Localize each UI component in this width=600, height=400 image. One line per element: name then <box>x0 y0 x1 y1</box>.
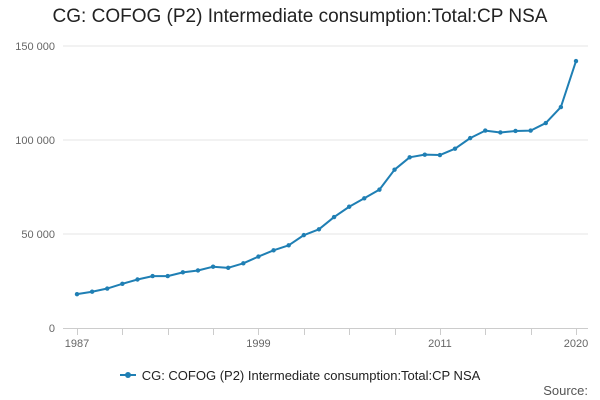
data-point[interactable] <box>331 214 337 220</box>
series-group <box>74 58 579 297</box>
data-point[interactable] <box>271 248 276 253</box>
data-point[interactable] <box>437 152 443 158</box>
x-tick-label: 2011 <box>428 338 452 350</box>
gridlines <box>63 45 588 235</box>
data-point[interactable] <box>180 270 186 275</box>
data-point[interactable] <box>120 281 125 287</box>
data-point[interactable] <box>422 152 427 157</box>
data-point[interactable] <box>407 155 412 160</box>
x-tick-label: 1999 <box>246 338 270 350</box>
data-point[interactable] <box>210 264 216 269</box>
y-tick-label: 0 <box>49 323 55 335</box>
data-point[interactable] <box>452 146 458 151</box>
data-point[interactable] <box>226 265 231 271</box>
data-point[interactable] <box>150 273 155 279</box>
series-line <box>76 60 577 296</box>
y-axis-ticks: 0 50 000 100 000 150 000 <box>15 41 55 335</box>
data-point[interactable] <box>105 286 110 291</box>
legend: CG: COFOG (P2) Intermediate consumption:… <box>0 364 600 383</box>
data-point[interactable] <box>316 227 322 232</box>
data-point[interactable] <box>241 261 246 266</box>
x-axis: 1987 1999 2011 2020 <box>63 328 588 350</box>
data-point[interactable] <box>74 291 80 297</box>
data-point[interactable] <box>573 58 579 64</box>
legend-label: CG: COFOG (P2) Intermediate consumption:… <box>141 367 481 383</box>
data-point[interactable] <box>195 268 201 273</box>
data-point[interactable] <box>301 232 307 238</box>
data-point[interactable] <box>483 128 488 133</box>
y-tick-label: 100 000 <box>15 135 55 147</box>
data-point[interactable] <box>256 254 261 259</box>
x-tick-label: 2020 <box>564 338 588 350</box>
y-tick-label: 50 000 <box>21 229 55 241</box>
data-point[interactable] <box>346 204 352 209</box>
x-tick-label: 1987 <box>65 338 89 350</box>
data-point[interactable] <box>392 167 397 172</box>
source-label: Source: <box>543 383 588 398</box>
data-point[interactable] <box>543 120 548 126</box>
legend-swatch <box>119 372 136 378</box>
data-point[interactable] <box>135 277 140 282</box>
chart-title: CG: COFOG (P2) Intermediate consumption:… <box>52 6 548 27</box>
data-point[interactable] <box>513 128 518 134</box>
data-point[interactable] <box>89 289 95 294</box>
data-point[interactable] <box>467 135 473 141</box>
data-point[interactable] <box>528 128 533 133</box>
data-point[interactable] <box>498 130 503 135</box>
legend-marker <box>124 372 131 378</box>
data-point[interactable] <box>165 273 170 279</box>
data-point[interactable] <box>362 196 367 201</box>
data-point[interactable] <box>286 243 291 248</box>
y-tick-label: 150 000 <box>15 41 55 53</box>
data-point[interactable] <box>377 187 382 192</box>
data-point[interactable] <box>558 104 564 110</box>
